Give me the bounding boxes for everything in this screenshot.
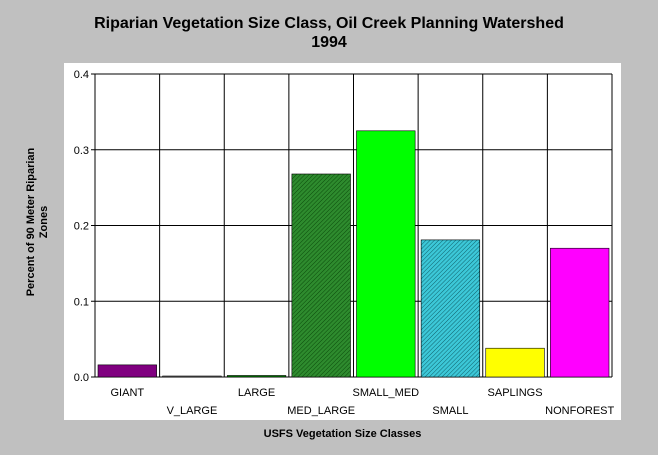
- y-axis-label-line2: Zones: [38, 205, 50, 239]
- bar-nonforest: [550, 247, 610, 378]
- bar-chart: 0.0 0.1 0.2 0.3 0.4 GIANT V_LARGE LARGE MED_LAR…: [74, 69, 615, 417]
- plot-panel: 0.0 0.1 0.2 0.3 0.4 GIANT V_LARGE LARGE MED_LAR…: [64, 63, 621, 420]
- y-tick-label: 0.1: [74, 296, 89, 308]
- bar-small: [420, 239, 481, 378]
- y-axis-label: Percent of 90 Meter Riparian Zones: [25, 148, 51, 297]
- y-tick-label: 0.4: [74, 69, 89, 81]
- x-tick-label: SMALL: [432, 405, 468, 417]
- x-tick-label: SAPLINGS: [488, 387, 543, 399]
- x-tick-label: SMALL_MED: [352, 387, 419, 399]
- y-tick-label: 0.2: [74, 221, 89, 233]
- x-tick-label: MED_LARGE: [287, 405, 355, 417]
- x-tick-label: GIANT: [111, 387, 145, 399]
- y-axis-label-line1: Percent of 90 Meter Riparian: [25, 147, 37, 297]
- chart-subtitle: 1994: [311, 34, 347, 51]
- y-tick-label: 0.3: [74, 145, 89, 157]
- bar-small-med: [356, 130, 416, 378]
- bar-v-large: [162, 375, 222, 378]
- x-tick-label: NONFOREST: [545, 405, 614, 417]
- x-tick-label: LARGE: [238, 387, 275, 399]
- bar-large: [226, 375, 287, 378]
- bar-saplings: [485, 347, 545, 378]
- x-tick-label: V_LARGE: [167, 405, 218, 417]
- bar-med-large: [291, 173, 351, 378]
- chart-title: Riparian Vegetation Size Class, Oil Cree…: [94, 15, 564, 32]
- y-tick-label: 0.0: [74, 372, 89, 384]
- x-axis-label: USFS Vegetation Size Classes: [263, 428, 422, 440]
- bar-giant: [97, 364, 157, 378]
